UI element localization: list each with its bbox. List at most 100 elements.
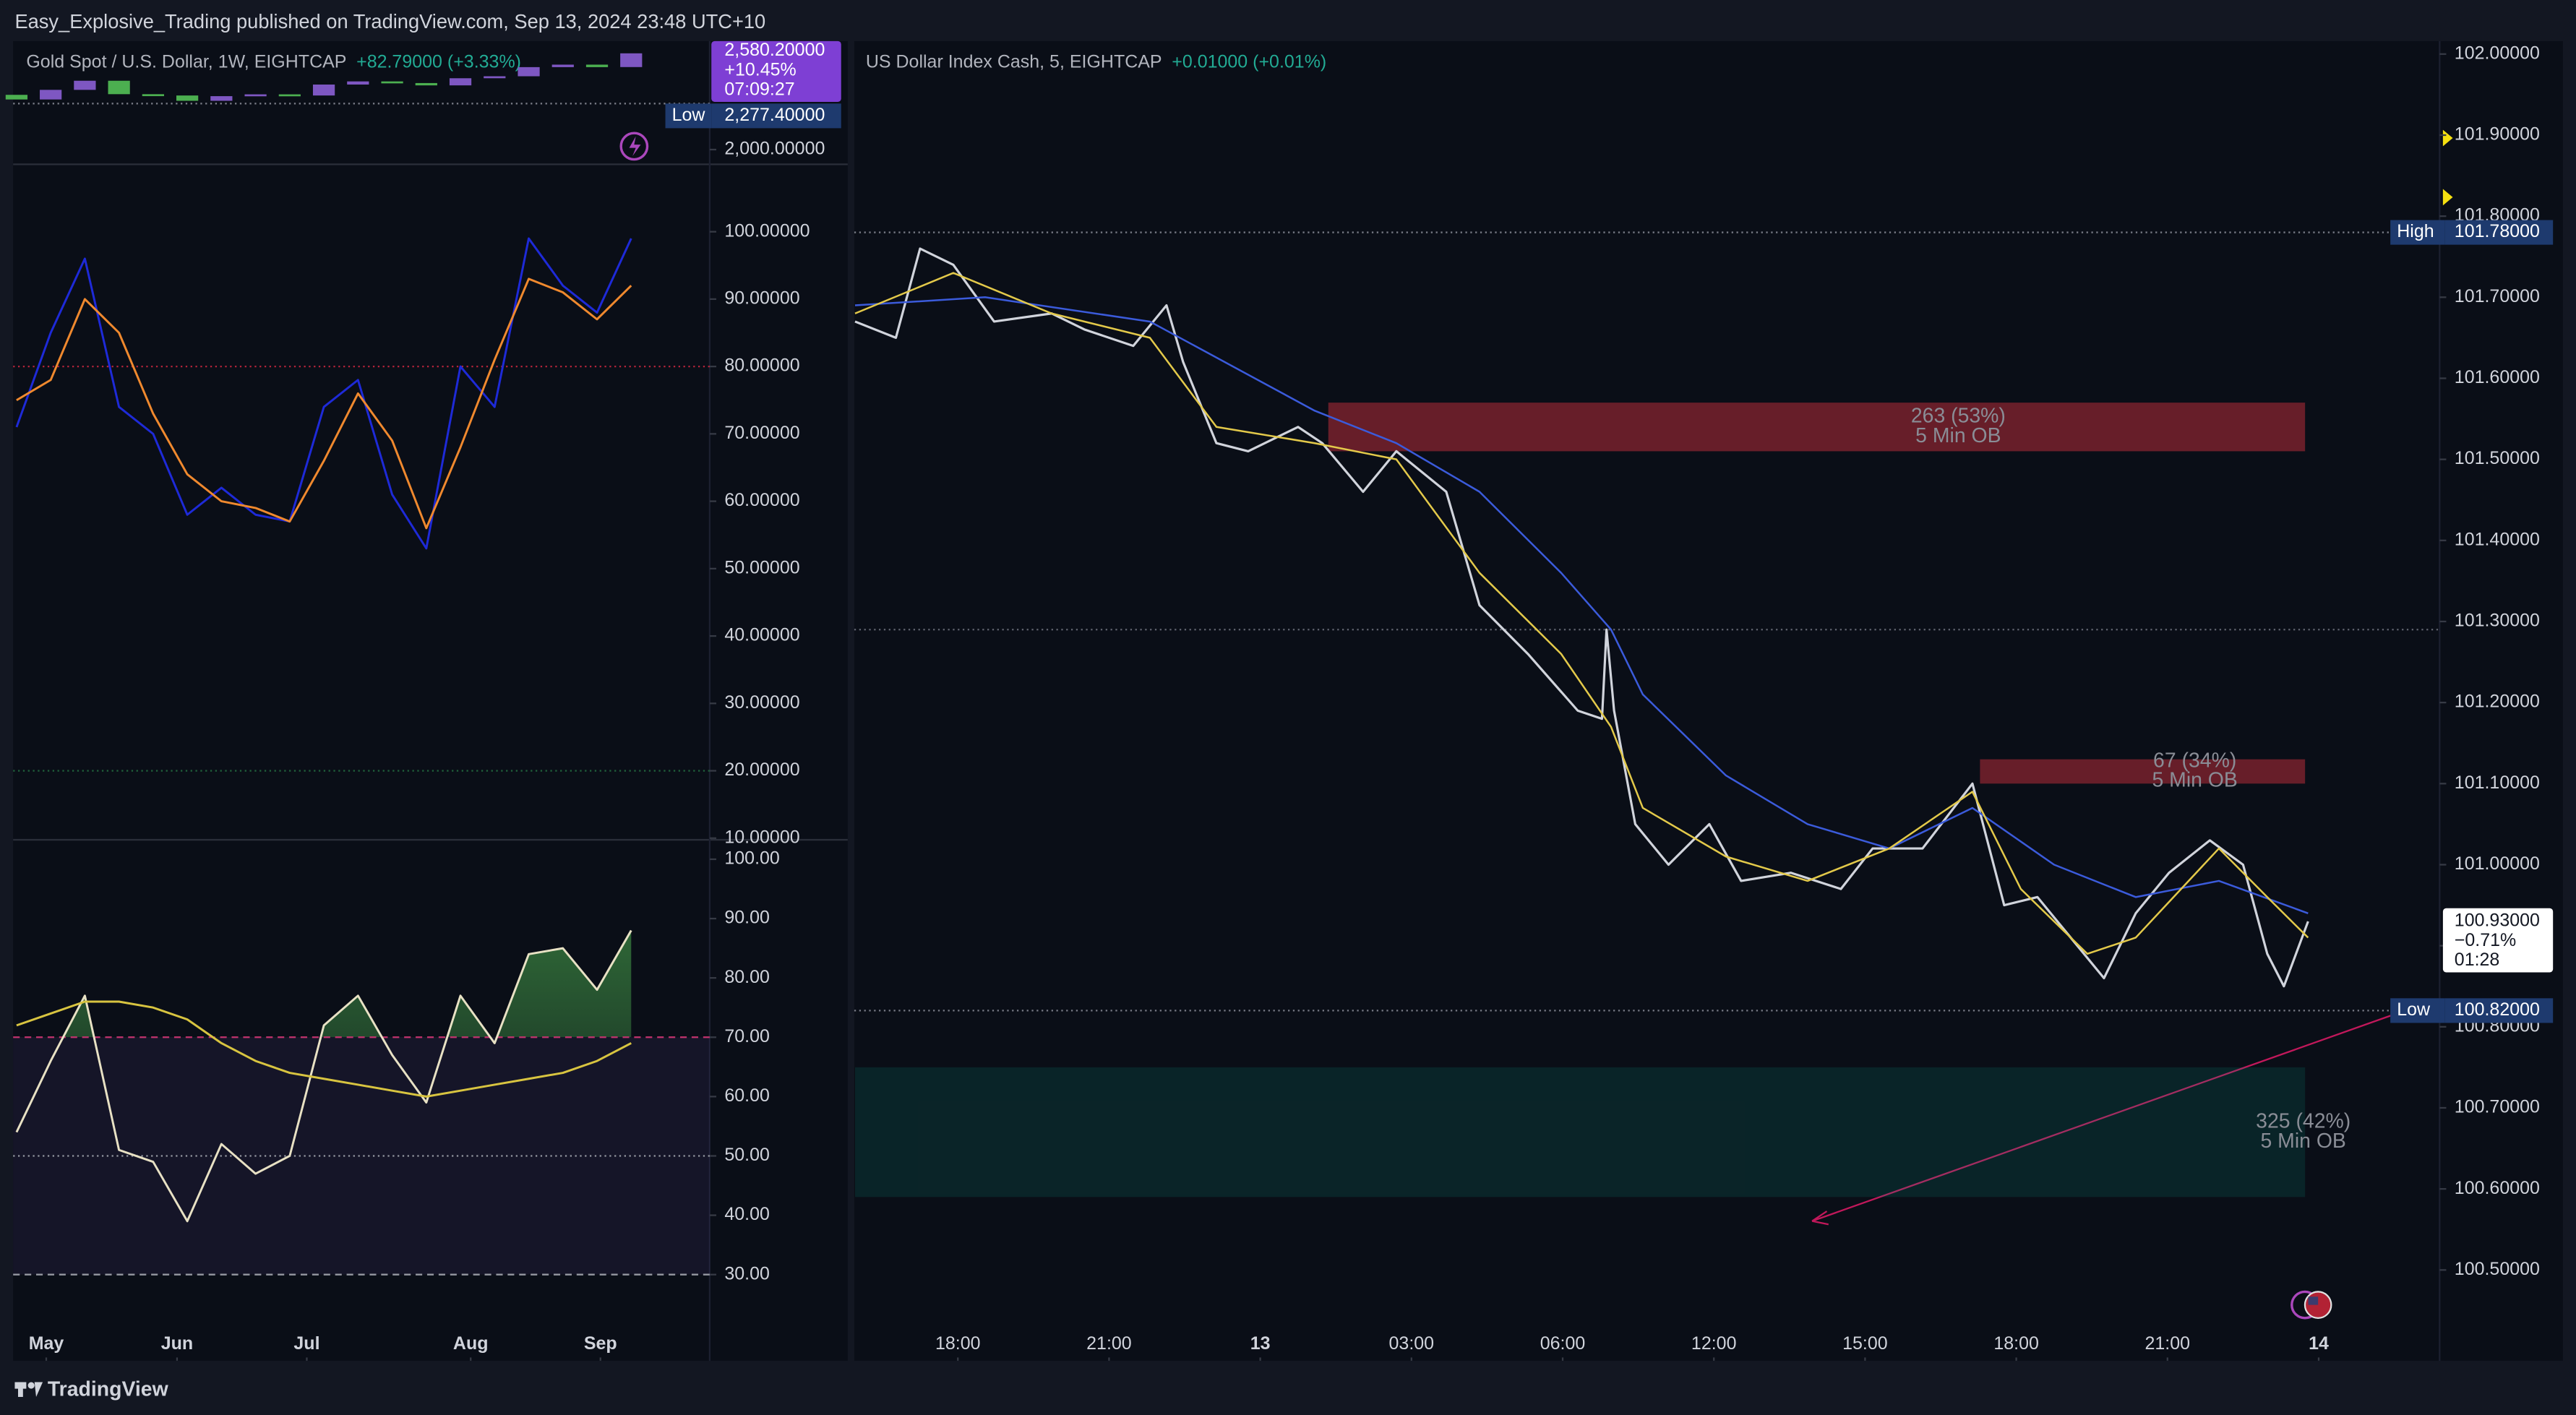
y-tick-label: 100.00 (724, 848, 779, 869)
y-tick-label: 101.60000 (2455, 367, 2540, 387)
last-change: −0.71% (2455, 930, 2516, 950)
candle-body (415, 82, 437, 86)
x-tick-label: 06:00 (1540, 1333, 1586, 1354)
y-tick-label: 50.00 (724, 1145, 770, 1165)
x-tick-label: Jun (161, 1333, 193, 1354)
y-tick-label: 80.00 (724, 967, 770, 987)
last-price-box (2442, 908, 2554, 973)
order-block (1980, 759, 2306, 784)
trend-arrow (1811, 1013, 2396, 1226)
order-block-label: 67 (34%) (2153, 749, 2236, 772)
last-price: 2,580.20000 (724, 40, 825, 60)
y-tick-label: 70.00 (724, 1026, 770, 1046)
y-tick-label: 20.00000 (724, 760, 799, 780)
low-name-box (665, 103, 712, 129)
candle-body (551, 64, 574, 67)
candle-body (74, 80, 96, 90)
candle-body (244, 94, 267, 97)
order-block (1328, 403, 2306, 452)
y-tick-label: 100.50000 (2455, 1259, 2540, 1279)
y-tick-label: 101.40000 (2455, 529, 2540, 549)
y-tick-label: 40.00000 (724, 625, 799, 645)
countdown: 07:09:27 (724, 79, 794, 100)
series-line (854, 296, 2309, 914)
y-tick-label: 30.00000 (724, 692, 799, 713)
y-tick-label: 100.60000 (2455, 1178, 2540, 1198)
y-tick-label: 90.00 (724, 908, 770, 928)
y-tick-label: 100.70000 (2455, 1097, 2540, 1117)
gold-title-text: Gold Spot / U.S. Dollar, 1W, EIGHTCAP (26, 51, 346, 72)
x-tick-label: Aug (453, 1333, 489, 1354)
order-block-sublabel: 5 Min OB (1915, 424, 2001, 447)
series (854, 247, 2309, 988)
y-tick-label: 101.50000 (2455, 448, 2540, 468)
series-line (16, 278, 632, 530)
countdown: 01:28 (2455, 950, 2500, 970)
y-tick-label: 10.00000 (724, 827, 799, 847)
candle-body (518, 66, 540, 77)
footer-brand: TradingView (48, 1377, 169, 1401)
candle-body (312, 84, 335, 96)
candle-body (347, 81, 369, 85)
candle-body (40, 90, 62, 100)
series-line (854, 247, 2309, 988)
y-tick-label: 50.00000 (724, 557, 799, 577)
low-name: Low (2397, 999, 2431, 1020)
x-tick-label: 03:00 (1389, 1333, 1435, 1354)
x-tick-label: 14 (2309, 1333, 2329, 1354)
order-block-label: 325 (42%) (2256, 1109, 2350, 1132)
low-value: 2,277.40000 (724, 105, 825, 125)
y-tick-label: 60.00 (724, 1085, 770, 1106)
order-block-label: 263 (53%) (1911, 405, 2006, 428)
high-name-box (2390, 220, 2445, 245)
candle-body (484, 76, 506, 79)
low-name-box (2390, 998, 2445, 1023)
marker (2442, 189, 2453, 206)
y-tick-label: 101.70000 (2455, 286, 2540, 306)
y-tick-label: 80.00000 (724, 356, 799, 376)
y-tick-label: 90.00000 (724, 288, 799, 308)
y-tick-label: 30.00 (724, 1263, 770, 1283)
last-change: +10.45% (724, 59, 796, 79)
y-tick-label: 101.10000 (2455, 773, 2540, 793)
order-block (854, 1067, 2306, 1197)
y-tick-label: 60.00000 (724, 490, 799, 510)
x-tick-label: Jul (293, 1333, 319, 1354)
x-tick-label: 12:00 (1691, 1333, 1737, 1354)
series-line (15, 237, 632, 550)
candle-body (108, 80, 130, 95)
low-value: 100.82000 (2455, 999, 2540, 1020)
y-tick-label: 2,000.00000 (724, 139, 825, 159)
y-tick-label: 102.00000 (2455, 43, 2540, 63)
x-tick-label: 21:00 (2145, 1333, 2191, 1354)
candle-body (585, 64, 609, 67)
series-line (15, 929, 632, 1223)
pane (13, 929, 710, 1276)
last-price-box (711, 40, 841, 102)
order-block-sublabel: 5 Min OB (2261, 1130, 2346, 1153)
candle-body (176, 95, 199, 101)
candle-body (381, 81, 403, 84)
left-panel (13, 40, 848, 1361)
x-tick-label: 18:00 (1993, 1333, 2039, 1354)
right-panel (854, 40, 2563, 1361)
y-tick-label: 101.90000 (2455, 124, 2540, 145)
candle-body (620, 53, 643, 67)
flag-icon (2291, 1290, 2332, 1320)
series-line (16, 1000, 632, 1098)
tradingview-logo (14, 1382, 43, 1397)
y-tick-label: 40.00 (724, 1204, 770, 1224)
low-value-box (2444, 998, 2554, 1023)
y-tick-label: 101.00000 (2455, 853, 2540, 874)
x-tick-label: 13 (1250, 1333, 1271, 1354)
x-tick-label: May (29, 1333, 64, 1354)
last-price: 100.93000 (2455, 911, 2540, 931)
gold-change: +82.79000 (+3.33%) (356, 51, 521, 72)
pane (13, 237, 710, 772)
marker (2442, 129, 2453, 147)
alert-icon (619, 132, 649, 161)
x-tick-label: 15:00 (1842, 1333, 1888, 1354)
dxy-title: US Dollar Index Cash, 5, EIGHTCAP +0.0100… (866, 51, 1326, 72)
